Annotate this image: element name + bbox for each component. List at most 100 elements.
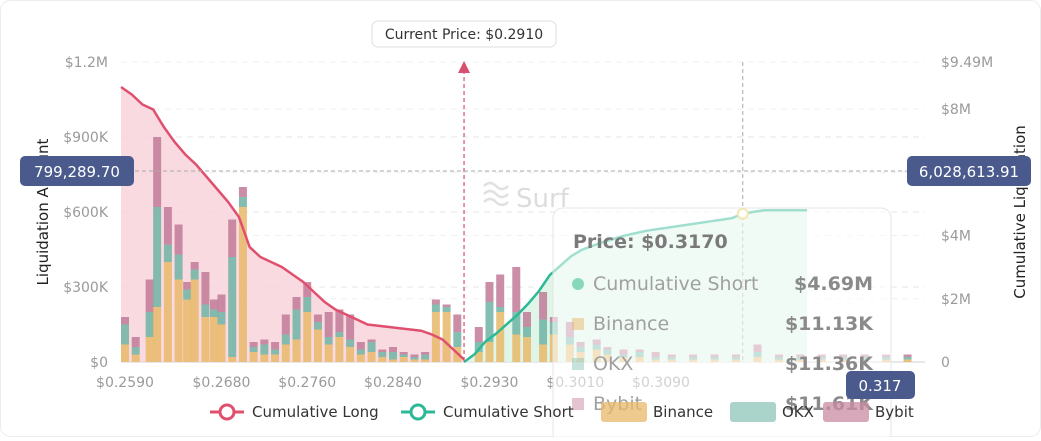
bar-binance — [324, 344, 333, 362]
x-tick-label: $0.2590 — [96, 375, 154, 391]
bar-binance — [389, 359, 397, 362]
legend: Cumulative Long Cumulative Short Binance OK… — [210, 402, 914, 422]
bar-bybit — [292, 297, 301, 310]
bar-bybit — [324, 312, 333, 337]
legend-item: Binance — [601, 402, 713, 422]
bar-bybit — [421, 352, 430, 355]
bar-bybit — [145, 279, 154, 312]
bar-binance — [367, 352, 376, 362]
bar-bybit — [389, 347, 397, 352]
current-price-label: Current Price: $0.2910 — [385, 27, 543, 43]
bar-binance — [356, 354, 365, 362]
bar-okx — [539, 319, 548, 345]
bar-bybit — [131, 337, 140, 347]
x-tick-label: $0.2680 — [193, 375, 251, 391]
bar-okx — [421, 354, 430, 360]
legend-item: Cumulative Long — [210, 403, 379, 421]
tooltip-row: Cumulative Short $4.69M — [572, 273, 873, 295]
y-tick-label: $600K — [63, 205, 109, 221]
bar-bybit — [209, 299, 218, 310]
bar-okx — [228, 257, 237, 357]
bar-bybit — [163, 207, 172, 245]
bar-binance — [228, 357, 237, 362]
legend-label: Cumulative Long — [252, 403, 379, 421]
y2-tick-label: $2M — [941, 292, 971, 308]
bar-bybit — [378, 349, 387, 352]
bar-okx — [209, 309, 218, 317]
bar-okx — [512, 312, 521, 335]
bar-binance — [442, 312, 451, 362]
y-tick-label: $1.2M — [65, 55, 108, 71]
tooltip-row: Binance $11.13K — [572, 313, 874, 335]
bar-binance — [131, 354, 140, 362]
bar-okx — [431, 304, 440, 312]
up-arrow-icon — [458, 61, 471, 73]
bar-bybit — [485, 282, 494, 302]
bar-binance — [153, 307, 162, 362]
legend-marker-icon — [409, 403, 427, 421]
bar-bybit — [271, 342, 280, 350]
bar-bybit — [217, 294, 226, 312]
tooltip-row-value: $11.13K — [785, 313, 874, 335]
legend-label: Bybit — [875, 403, 914, 421]
bar-okx — [145, 312, 154, 337]
crosshair-left-value: 799,289.70 — [34, 163, 120, 181]
bar-bybit — [474, 327, 483, 342]
bar-binance — [271, 354, 280, 362]
legend-item: Cumulative Short — [401, 403, 574, 421]
bar-okx — [249, 347, 258, 352]
tooltip-price: Price: $0.3170 — [573, 231, 728, 253]
bar-binance — [474, 352, 483, 362]
bar-okx — [292, 309, 301, 340]
bar-bybit — [183, 282, 192, 290]
current-price-badge — [371, 20, 557, 48]
tooltip-row-marker-icon — [572, 358, 584, 370]
bar-okx — [201, 304, 210, 317]
bar-okx — [389, 352, 397, 360]
bar-okx — [453, 332, 462, 347]
legend-item: Bybit — [823, 402, 914, 422]
bar-binance — [539, 344, 548, 362]
bar-binance — [217, 324, 226, 362]
bar-bybit — [249, 342, 258, 347]
bar-bybit — [313, 314, 322, 322]
legend-item: OKX — [730, 402, 814, 422]
bar-binance — [249, 352, 258, 362]
bar-okx — [378, 352, 387, 357]
y-tick-label: $300K — [63, 280, 109, 296]
bar-binance — [145, 337, 154, 362]
bar-bybit — [238, 187, 247, 197]
bar-binance — [292, 339, 301, 362]
bar-binance — [121, 344, 129, 362]
tooltip-row-value: $11.36K — [785, 353, 874, 375]
bar-okx — [303, 297, 312, 312]
bar-okx — [474, 342, 483, 352]
bar-bybit — [190, 262, 199, 270]
bar-okx — [442, 307, 451, 312]
bar-binance — [190, 279, 199, 362]
bar-binance — [346, 347, 355, 362]
tooltip-row-label: OKX — [593, 353, 633, 375]
bar-bybit — [539, 292, 548, 320]
y2-tick-label: $9.49M — [941, 55, 993, 71]
bar-bybit — [281, 314, 290, 335]
y2-axis-title: Cumulative Liquidation — [1011, 125, 1029, 299]
bar-okx — [903, 357, 912, 360]
crosshair-x-badge: 0.317 — [846, 371, 915, 399]
bar-okx — [356, 349, 365, 355]
crosshair-right-value: 6,028,613.91 — [919, 163, 1019, 181]
bar-okx — [367, 342, 376, 352]
bar-bybit — [496, 274, 505, 307]
bar-binance — [313, 329, 322, 362]
bar-binance — [485, 342, 494, 362]
bar-binance — [399, 357, 408, 362]
tooltip-row-marker-icon — [572, 318, 584, 330]
bar-okx — [281, 334, 290, 345]
bar-okx — [217, 312, 226, 325]
liquidation-bars — [121, 137, 912, 362]
bar-binance — [410, 359, 419, 362]
bar-bybit — [201, 272, 210, 305]
bar-bybit — [228, 219, 237, 257]
bar-okx — [131, 347, 140, 355]
